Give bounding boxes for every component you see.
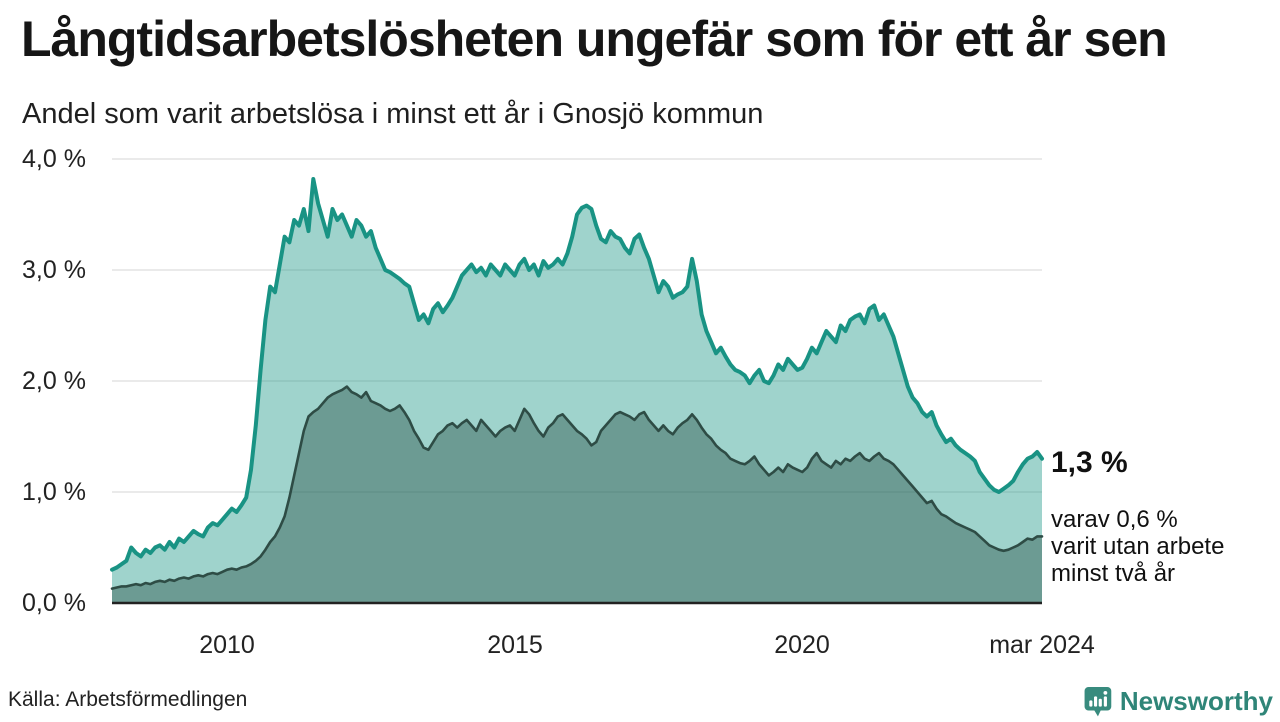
two-year-annotation: varav 0,6 % varit utan arbete minst två …: [1051, 506, 1224, 587]
x-axis-label: 2020: [774, 631, 830, 659]
newsworthy-logo-text: Newsworthy: [1119, 685, 1273, 716]
annotation-line: varit utan arbete: [1051, 533, 1225, 560]
newsworthy-logo[interactable]: Newsworthy: [1083, 680, 1273, 722]
chart-subtitle: Andel som varit arbetslösa i minst ett å…: [22, 98, 764, 130]
newsworthy-logo-icon: [1084, 686, 1112, 716]
line-two-year: [110, 385, 1044, 590]
line-one-year: [110, 177, 1044, 572]
y-axis-label: 2,0 %: [22, 367, 86, 395]
x-axis-label: mar 2024: [989, 631, 1095, 659]
area-fill-one-year: [112, 179, 1042, 603]
area-fill-two-year: [112, 386, 1042, 603]
x-axis-label: 2015: [487, 631, 543, 659]
y-axis-label: 3,0 %: [22, 256, 86, 284]
gridlines: [112, 158, 1042, 493]
annotation-line: varav 0,6 %: [1051, 506, 1178, 533]
page-title: Långtidsarbetslösheten ungefär som för e…: [21, 11, 1168, 67]
x-axis-label: 2010: [199, 631, 255, 659]
y-axis-label: 4,0 %: [22, 145, 86, 173]
latest-value-label: 1,3 %: [1051, 446, 1128, 479]
source-note: Källa: Arbetsförmedlingen: [8, 688, 248, 711]
y-axis-label: 0,0 %: [22, 589, 86, 617]
y-axis-label: 1,0 %: [22, 478, 86, 506]
annotation-line: minst två år: [1051, 560, 1176, 587]
